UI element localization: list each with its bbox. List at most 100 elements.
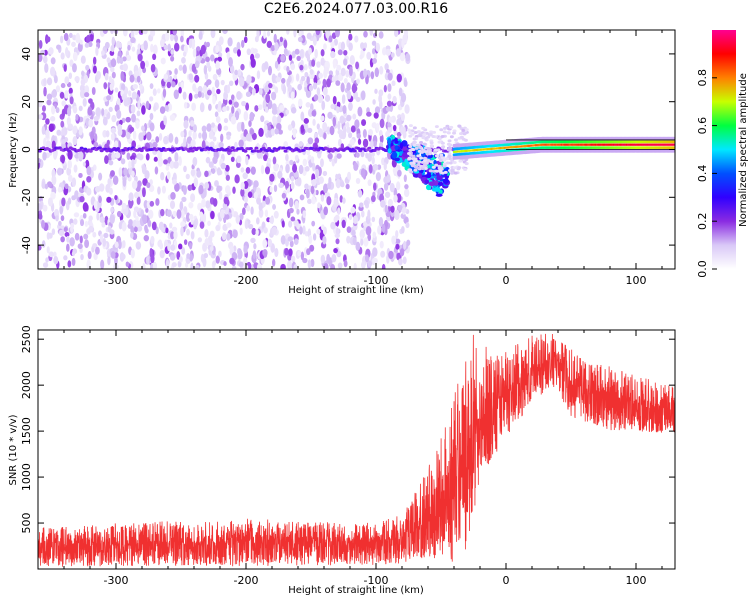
spectrogram-cell bbox=[380, 250, 386, 258]
spectrogram-cell bbox=[236, 90, 242, 100]
spectrogram-cell bbox=[304, 183, 309, 190]
spectrogram-cell bbox=[106, 196, 112, 203]
spectrogram-cell bbox=[244, 220, 249, 230]
spectrogram-cell bbox=[63, 226, 68, 233]
spectrogram-cell bbox=[360, 150, 365, 158]
spectrogram-cell bbox=[263, 123, 268, 134]
spectrogram-cell bbox=[381, 157, 385, 166]
spectrogram-cell bbox=[114, 241, 119, 249]
spectrogram-cell bbox=[88, 118, 94, 128]
spectrogram-cell bbox=[388, 116, 394, 123]
spectrogram-cell bbox=[195, 50, 200, 58]
spectrogram-cell bbox=[360, 238, 364, 246]
spectrogram-cell bbox=[91, 86, 96, 95]
spectrogram-cell bbox=[149, 122, 155, 132]
spectrogram-cell bbox=[67, 150, 73, 160]
spectrogram-cell bbox=[163, 73, 169, 80]
spectrogram-cell bbox=[50, 57, 56, 65]
spectrogram-cell bbox=[212, 95, 216, 105]
spectrogram-cell bbox=[367, 152, 372, 162]
spectrogram-cell bbox=[337, 129, 343, 135]
spectrogram-cell bbox=[42, 262, 49, 268]
spectrogram-cell bbox=[188, 92, 193, 102]
spectrogram-cell bbox=[103, 232, 109, 239]
spectrogram-cell bbox=[332, 59, 337, 69]
spectrogram-cell bbox=[172, 30, 178, 36]
spectrogram-cell bbox=[315, 189, 319, 196]
spectrogram-cell bbox=[399, 248, 405, 257]
spectrogram-cell bbox=[148, 184, 155, 193]
spectrogram-cell bbox=[127, 44, 131, 51]
spectrogram-cell bbox=[194, 60, 200, 69]
spectrogram-cell bbox=[330, 51, 336, 59]
spectrogram-cell bbox=[369, 30, 374, 36]
spectrogram-cell bbox=[407, 168, 412, 172]
spectrogram-cell bbox=[190, 219, 194, 225]
spectrogram-cell bbox=[95, 107, 101, 117]
spectrogram-cell bbox=[290, 91, 295, 100]
spectrogram-cell bbox=[218, 141, 224, 149]
spectrogram-cell bbox=[337, 120, 341, 131]
spectrogram-cell bbox=[347, 171, 351, 180]
spectrogram-cell bbox=[416, 166, 421, 170]
spectrogram-cell bbox=[335, 238, 340, 245]
spectrogram-cell bbox=[312, 118, 316, 126]
spectrogram-cell bbox=[150, 235, 155, 245]
spectrogram-cell bbox=[120, 158, 126, 165]
spectrogram-cell bbox=[110, 170, 115, 177]
spectrogram-cell bbox=[110, 66, 115, 73]
spectrogram-cell bbox=[199, 102, 205, 113]
spectrogram-cell bbox=[101, 221, 106, 228]
spectrogram-cell bbox=[416, 163, 421, 167]
spectrogram-cell bbox=[370, 139, 374, 149]
spectrogram-cell bbox=[231, 106, 235, 114]
spectrogram-cell bbox=[396, 181, 401, 191]
spectrogram-cell bbox=[226, 232, 231, 241]
spectrogram-cell bbox=[82, 212, 87, 219]
spectrogram-cell bbox=[131, 159, 135, 169]
spectrogram-cell bbox=[391, 80, 396, 87]
spectrogram-cell bbox=[191, 102, 196, 111]
spectrogram-cell bbox=[222, 106, 227, 112]
spectrogram-cell bbox=[339, 115, 345, 124]
spectrogram-cell bbox=[292, 163, 298, 173]
spectrogram-cell bbox=[75, 113, 79, 121]
spectrogram-cell bbox=[250, 166, 256, 175]
spectrogram-cell bbox=[41, 219, 45, 229]
spectrogram-cell bbox=[447, 139, 452, 143]
spectrogram-cell bbox=[69, 237, 75, 247]
spectrogram-cell bbox=[363, 199, 369, 206]
snr-series-line bbox=[38, 333, 675, 568]
spectrogram-cell bbox=[263, 30, 267, 39]
spectrogram-cell bbox=[147, 220, 152, 227]
spectrogram-cell bbox=[61, 197, 66, 207]
spectrogram-cell bbox=[384, 63, 389, 71]
spectrogram-cell bbox=[410, 164, 415, 168]
spectrogram-cell bbox=[355, 241, 361, 251]
spectrogram-cell bbox=[74, 76, 80, 82]
spectrogram-cell bbox=[258, 208, 264, 218]
spectrogram-cell bbox=[226, 105, 230, 111]
spectrogram-cell bbox=[67, 197, 72, 205]
spectrogram-cell bbox=[134, 226, 138, 233]
spectrogram-xtick-label: -200 bbox=[234, 274, 259, 287]
spectrogram-cell bbox=[153, 105, 157, 112]
spectrogram-cell bbox=[188, 38, 193, 49]
spectrogram-cell bbox=[103, 82, 108, 90]
spectrogram-cell bbox=[168, 132, 174, 143]
spectrogram-cell bbox=[270, 149, 275, 153]
spectrogram-cell bbox=[393, 194, 398, 203]
spectrogram-cell bbox=[108, 160, 114, 166]
spectrogram-cell bbox=[158, 132, 163, 141]
spectrogram-cell bbox=[422, 156, 427, 160]
spectrogram-cell bbox=[199, 221, 205, 229]
spectrogram-cell bbox=[300, 124, 305, 133]
spectrogram-cell bbox=[60, 52, 65, 60]
spectrogram-cell bbox=[320, 193, 325, 202]
spectrogram-cell bbox=[371, 156, 375, 165]
spectrogram-cell bbox=[42, 55, 48, 64]
spectrogram-cell bbox=[333, 197, 339, 208]
spectrogram-cell bbox=[64, 76, 70, 85]
spectrogram-cell bbox=[294, 200, 300, 210]
